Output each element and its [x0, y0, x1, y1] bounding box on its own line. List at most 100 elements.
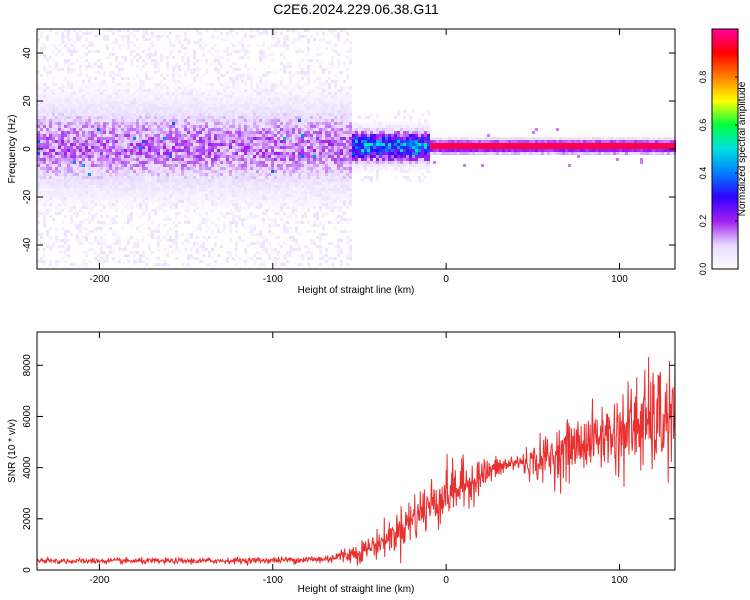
- spectrogram-cell: [286, 107, 289, 110]
- spectrogram-cell: [196, 125, 199, 128]
- spectrogram-cell: [169, 44, 172, 47]
- spectrogram-cell: [295, 110, 298, 113]
- spectrogram-cell: [193, 173, 196, 176]
- spectrogram-cell: [292, 38, 295, 41]
- spectrogram-cell: [172, 119, 175, 122]
- spectrogram-cell: [64, 200, 67, 203]
- spectrogram-cell: [184, 149, 187, 152]
- spectrogram-cell: [100, 251, 103, 254]
- spectrogram-cell: [172, 101, 175, 104]
- spectrogram-cell: [139, 197, 142, 200]
- spectrogram-cell: [310, 95, 313, 98]
- spectrogram-cell: [88, 149, 91, 152]
- spectrogram-cell: [262, 98, 265, 101]
- spectrogram-cell: [190, 257, 193, 260]
- spectrogram-cell: [223, 230, 226, 233]
- spectrogram-cell: [121, 227, 124, 230]
- spectrogram-cell: [40, 104, 43, 107]
- spectrogram-cell: [238, 191, 241, 194]
- spectrogram-cell: [106, 149, 109, 152]
- spectrogram-cell: [73, 224, 76, 227]
- spectrogram-cell: [223, 164, 226, 167]
- spectrogram-cell: [241, 167, 244, 170]
- spectrogram-cell: [79, 155, 82, 158]
- spectrogram-cell: [247, 188, 250, 191]
- spectrogram-cell: [52, 173, 55, 176]
- spectrogram-cell: [259, 98, 262, 101]
- spectrogram-cell: [187, 107, 190, 110]
- spectrogram-cell: [259, 128, 262, 131]
- spectrogram-cell: [88, 161, 91, 164]
- spectrogram-cell: [175, 170, 178, 173]
- spectrogram-cell: [115, 203, 118, 206]
- spectrogram-cell: [82, 182, 85, 185]
- spectrogram-cell: [103, 95, 106, 98]
- spectrogram-cell: [70, 50, 73, 53]
- spectrogram-cell: [49, 260, 52, 263]
- spectrogram-cell: [40, 155, 43, 158]
- spectrogram-cell: [226, 92, 229, 95]
- spectrogram-cell: [82, 191, 85, 194]
- spectrogram-cell: [130, 224, 133, 227]
- spectrogram-cell: [58, 101, 61, 104]
- spectrogram-cell: [70, 164, 73, 167]
- spectrogram-cell: [115, 41, 118, 44]
- spectrogram-cell: [91, 113, 94, 116]
- spectrogram-cell: [232, 92, 235, 95]
- spectrogram-cell: [49, 104, 52, 107]
- spectrogram-cell: [181, 170, 184, 173]
- spectrogram-cell: [307, 59, 310, 62]
- spectrogram-cell: [91, 119, 94, 122]
- spectrogram-cell: [157, 149, 160, 152]
- spectrogram-cell: [151, 233, 154, 236]
- spectrogram-cell: [256, 125, 259, 128]
- spectrogram-cell: [76, 89, 79, 92]
- spectrogram-cell: [49, 185, 52, 188]
- spectrogram-cell: [271, 224, 274, 227]
- spectrogram-cell: [289, 200, 292, 203]
- spectrogram-cell: [247, 119, 250, 122]
- spectrogram-cell: [178, 194, 181, 197]
- spectrogram-cell: [64, 167, 67, 170]
- spectrogram-cell: [187, 176, 190, 179]
- spectrogram-cell: [283, 35, 286, 38]
- spectrogram-cell: [136, 125, 139, 128]
- spectrogram-cell: [118, 119, 121, 122]
- spectrogram-cell: [277, 95, 280, 98]
- spectrogram-cell: [307, 110, 310, 113]
- spectrogram-cell: [217, 71, 220, 74]
- spectrogram-cell: [208, 176, 211, 179]
- spectrogram-cell: [301, 59, 304, 62]
- spectrogram-cell: [301, 128, 304, 131]
- spectrogram-cell: [76, 167, 79, 170]
- spectrogram-cell: [157, 164, 160, 167]
- spectrogram-cell: [274, 95, 277, 98]
- spectrogram-cell: [154, 71, 157, 74]
- spectrogram-cell: [226, 50, 229, 53]
- spectrogram-cell: [178, 35, 181, 38]
- spectrogram-cell: [286, 149, 289, 152]
- spectrogram-cell: [139, 53, 142, 56]
- spectrogram-cell: [184, 185, 187, 188]
- spectrogram-cell: [274, 218, 277, 221]
- spectrogram-cell: [133, 119, 136, 122]
- spectrogram-cell: [151, 113, 154, 116]
- spectrogram-cell: [289, 170, 292, 173]
- spectrogram-cell: [232, 218, 235, 221]
- spectrogram-cell: [124, 83, 127, 86]
- spectrogram-cell: [256, 191, 259, 194]
- spectrogram-cell: [235, 191, 238, 194]
- spectrogram-cell: [277, 179, 280, 182]
- spectrogram-cell: [145, 158, 148, 161]
- spectrogram-cell: [217, 59, 220, 62]
- spectrogram-cell: [109, 203, 112, 206]
- spectrogram-cell: [184, 158, 187, 161]
- spectrogram-cell: [229, 134, 232, 137]
- spectrogram-cell: [292, 188, 295, 191]
- spectrogram-cell: [208, 173, 211, 176]
- spectrogram-cell: [241, 161, 244, 164]
- spectrogram-cell: [133, 161, 136, 164]
- spectrogram-cell: [157, 239, 160, 242]
- spectrogram-cell: [205, 101, 208, 104]
- spectrogram-cell: [145, 191, 148, 194]
